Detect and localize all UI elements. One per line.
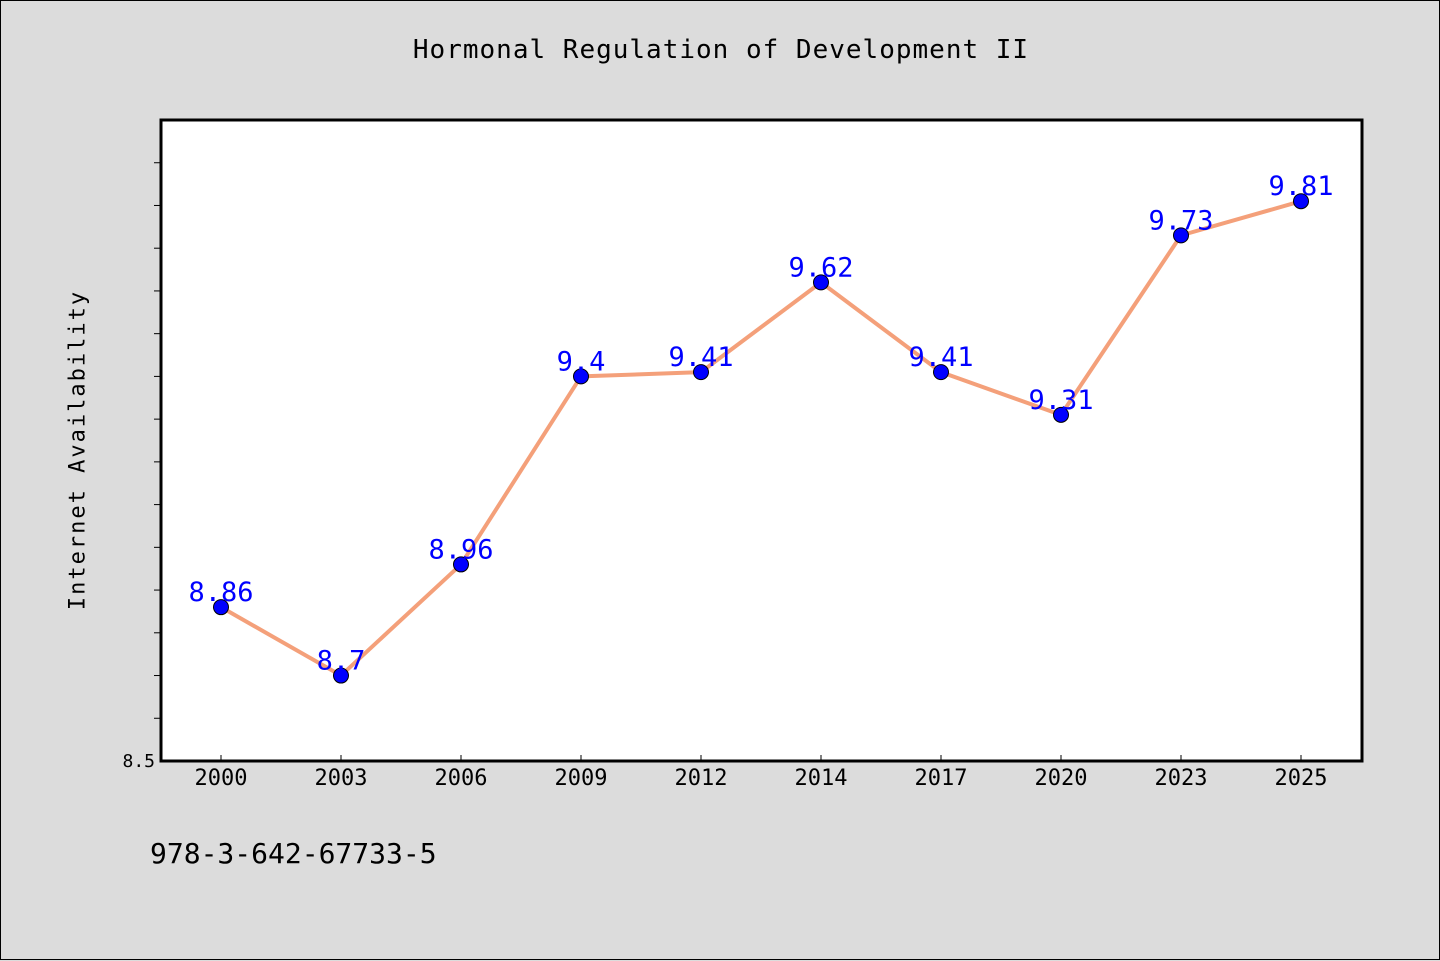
data-label: 9.4 — [557, 346, 606, 377]
data-point — [333, 667, 349, 684]
data-point — [933, 364, 949, 381]
data-point — [573, 368, 589, 385]
data-label: 8.86 — [188, 577, 253, 608]
data-point — [813, 274, 829, 291]
x-tick-label: 2006 — [435, 766, 488, 791]
y-tick-label: 8.5 — [122, 751, 155, 772]
data-point — [1173, 227, 1189, 244]
chart-title: Hormonal Regulation of Development II — [412, 35, 1030, 65]
x-axis-ticks: 2000 2003 2006 2009 2012 2014 2017 2020 2023 2025 — [195, 755, 1328, 791]
data-label: 9.81 — [1268, 171, 1333, 202]
data-label: 9.31 — [1028, 385, 1093, 416]
series-line-group — [220, 199, 1302, 678]
x-tick-label: 2003 — [315, 766, 368, 791]
data-label: 9.41 — [668, 342, 733, 373]
data-label: 9.62 — [788, 252, 853, 283]
x-tick-label: 2009 — [555, 766, 608, 791]
x-tick-label: 2023 — [1155, 766, 1208, 791]
x-tick-label: 2017 — [915, 766, 968, 791]
data-point — [213, 599, 229, 616]
data-label: 8.96 — [428, 534, 493, 565]
data-point — [1293, 193, 1309, 210]
data-label: 8.7 — [317, 646, 366, 677]
x-tick-label: 2025 — [1275, 766, 1328, 791]
x-tick-label: 2020 — [1035, 766, 1088, 791]
data-label: 9.41 — [908, 342, 973, 373]
data-labels-group: 8.86 8.7 8.96 9.4 9.41 9.62 9.41 9.31 9.73 9.81 — [188, 171, 1333, 676]
series-line — [220, 199, 1302, 678]
y-axis-ticks: 8.5 — [122, 162, 161, 772]
x-tick-label: 2012 — [675, 766, 728, 791]
x-tick-label: 2014 — [795, 766, 848, 791]
data-label: 9.73 — [1148, 205, 1213, 236]
data-point — [453, 556, 469, 573]
series-markers-group — [213, 193, 1309, 684]
data-point — [1053, 406, 1069, 423]
data-point — [693, 364, 709, 381]
x-tick-label: 2000 — [195, 766, 248, 791]
footnote-isbn: 978-3-642-67733-5 — [150, 837, 437, 870]
